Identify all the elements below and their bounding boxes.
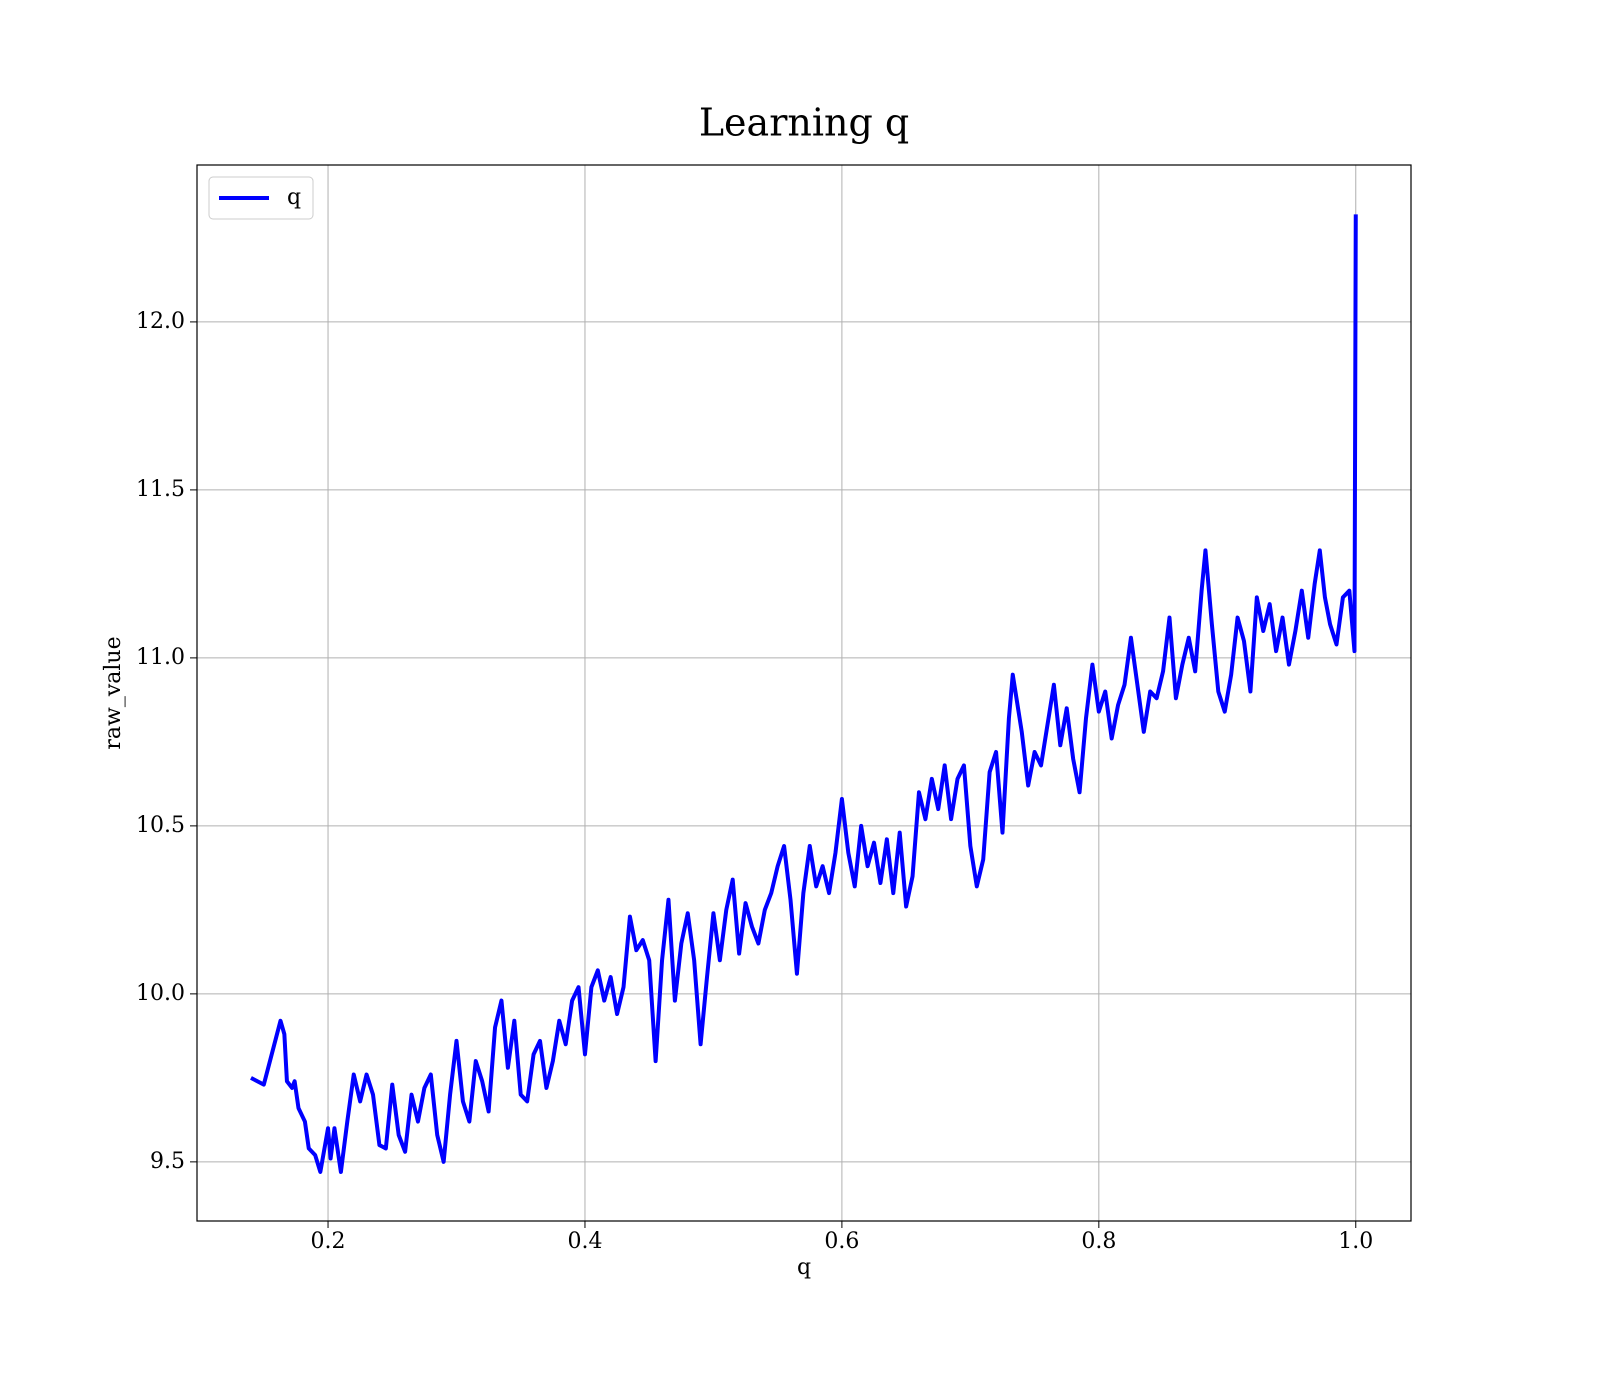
x-axis-label: q [797,1255,811,1280]
data-line [250,214,1358,1174]
y-axis-label: raw_value [101,636,126,749]
x-tick-label: 0.8 [1081,1229,1116,1254]
x-tick-label: 0.2 [311,1229,346,1254]
y-tick-label: 12.0 [136,309,185,334]
x-tick-label: 1.0 [1338,1229,1373,1254]
y-tick-label: 10.0 [136,981,185,1006]
x-tick-label: 0.4 [567,1229,602,1254]
chart-title: Learning q [699,101,909,145]
x-tick-label: 0.6 [824,1229,859,1254]
y-tick-label: 11.0 [136,645,185,670]
plot-frame [196,164,1412,1222]
y-tick-label: 9.5 [150,1149,185,1174]
legend-label: q [287,185,301,210]
y-tick-label: 10.5 [136,813,185,838]
y-tick-label: 11.5 [136,477,185,502]
